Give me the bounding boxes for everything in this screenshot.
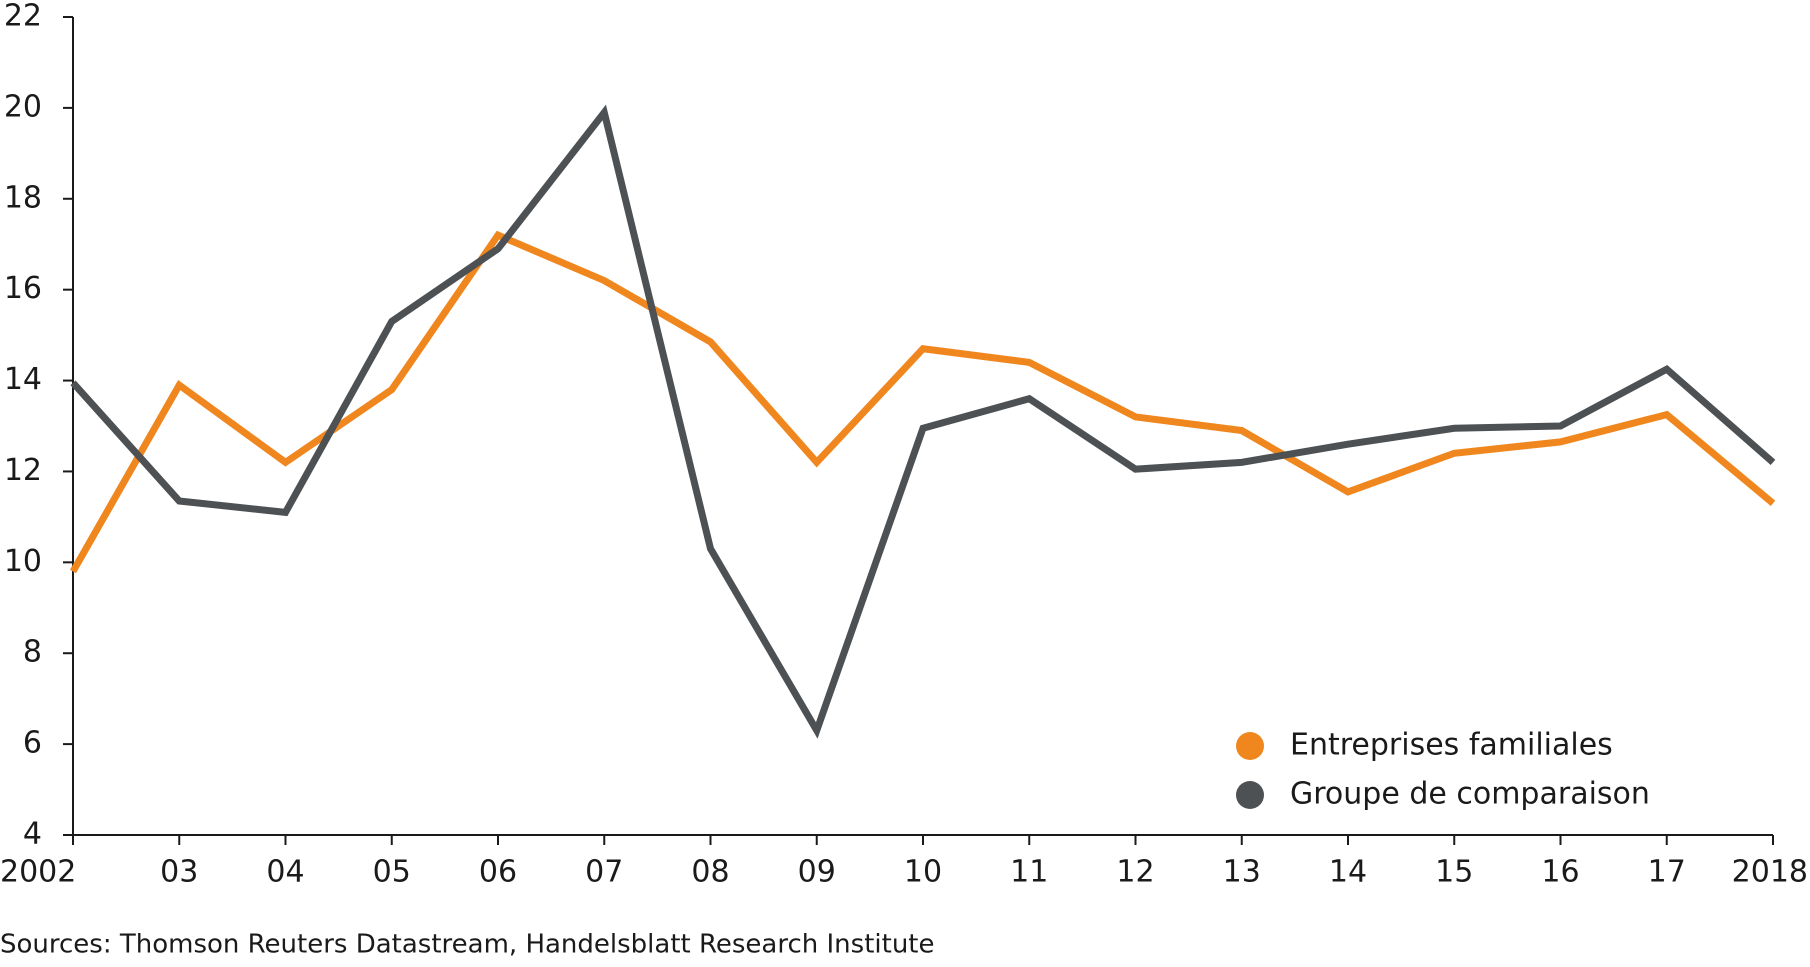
x-tick-label: 08 [691,855,729,890]
x-tick-label: 11 [1010,855,1048,890]
y-tick-label: 10 [4,544,42,579]
y-tick-label: 22 [4,0,42,34]
x-tick-label: 06 [479,855,517,890]
legend-label: Entreprises familiales [1290,728,1613,763]
x-tick-label: 13 [1223,855,1261,890]
y-tick-label: 16 [4,271,42,306]
x-tick-label: 03 [160,855,198,890]
legend-marker [1236,732,1264,760]
x-tick-label: 17 [1648,855,1686,890]
y-tick-label: 6 [23,726,42,761]
x-tick-label: 2002 [0,855,76,890]
y-tick-label: 4 [23,817,42,852]
y-tick-label: 18 [4,180,42,215]
source-note: Sources: Thomson Reuters Datastream, Han… [0,930,935,960]
x-tick-label: 2018 [1732,855,1808,890]
x-tick-label: 05 [373,855,411,890]
x-tick-label: 09 [798,855,836,890]
y-tick-label: 12 [4,453,42,488]
y-tick-label: 14 [4,362,42,397]
x-tick-label: 12 [1116,855,1154,890]
legend-marker [1236,781,1264,809]
series-line [69,230,1776,574]
x-tick-label: 15 [1435,855,1473,890]
x-tick-label: 16 [1541,855,1579,890]
series-line [70,104,1776,739]
x-tick-label: 07 [585,855,623,890]
x-tick-label: 04 [266,855,304,890]
y-tick-label: 20 [4,89,42,124]
x-tick-label: 14 [1329,855,1367,890]
x-tick-label: 10 [904,855,942,890]
legend-label: Groupe de comparaison [1290,777,1650,812]
y-tick-label: 8 [23,635,42,670]
